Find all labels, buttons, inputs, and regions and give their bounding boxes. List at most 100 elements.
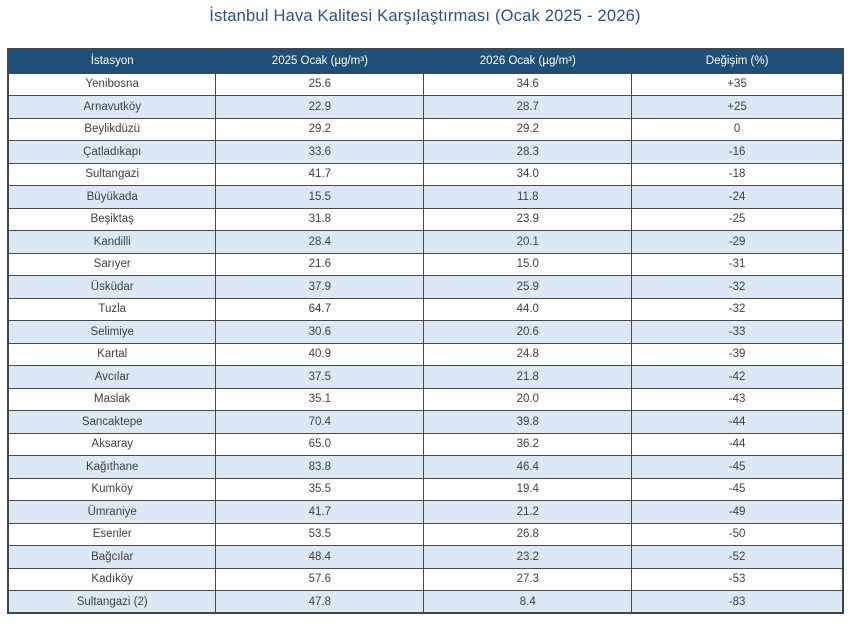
value-2026-cell: 20.1 (423, 230, 633, 254)
value-2025-cell: 57.6 (215, 567, 425, 591)
value-2026-cell: 20.0 (423, 387, 633, 411)
value-2026-cell: 15.0 (423, 252, 633, 276)
value-2026-cell: 44.0 (423, 297, 633, 321)
value-2026-cell: 23.2 (423, 545, 633, 569)
change-percent-cell: -50 (631, 522, 844, 546)
change-percent-cell: -39 (631, 342, 844, 366)
table-row: Kartal 40.9 24.8 -39 (7, 342, 844, 366)
value-2025-cell: 41.7 (215, 162, 425, 186)
value-2026-cell: 11.8 (423, 185, 633, 209)
value-2025-cell: 30.6 (215, 320, 425, 344)
station-name-cell: Maslak (7, 387, 217, 411)
table-row: Beşiktaş 31.8 23.9 -25 (7, 207, 844, 231)
table-row: Maslak 35.1 20.0 -43 (7, 387, 844, 411)
table-row: Sultangazi 41.7 34.0 -18 (7, 162, 844, 186)
change-percent-cell: -32 (631, 275, 844, 299)
station-name-cell: Selimiye (7, 320, 217, 344)
value-2025-cell: 33.6 (215, 140, 425, 164)
table-row: Arnavutköy 22.9 28.7 +25 (7, 95, 844, 119)
station-name-cell: Sultangazi (7, 162, 217, 186)
table-row: Büyükada 15.5 11.8 -24 (7, 185, 844, 209)
value-2025-cell: 41.7 (215, 500, 425, 524)
change-percent-cell: -16 (631, 140, 844, 164)
station-name-cell: Beşiktaş (7, 207, 217, 231)
value-2026-cell: 25.9 (423, 275, 633, 299)
value-2025-cell: 29.2 (215, 117, 425, 141)
table-row: Sarıyer 21.6 15.0 -31 (7, 252, 844, 276)
table-row: Kadıköy 57.6 27.3 -53 (7, 567, 844, 591)
table-row: Kağıthane 83.8 46.4 -45 (7, 455, 844, 479)
station-name-cell: Kağıthane (7, 455, 217, 479)
change-percent-cell: -32 (631, 297, 844, 321)
value-2025-cell: 31.8 (215, 207, 425, 231)
value-2025-cell: 65.0 (215, 432, 425, 456)
change-percent-cell: -83 (631, 590, 844, 614)
value-2026-cell: 39.8 (423, 410, 633, 434)
station-name-cell: Bağcılar (7, 545, 217, 569)
change-percent-cell: -45 (631, 477, 844, 501)
change-percent-cell: -53 (631, 567, 844, 591)
table-row: Tuzla 64.7 44.0 -32 (7, 297, 844, 321)
column-header: Değişim (%) (631, 48, 844, 74)
page-title: İstanbul Hava Kalitesi Karşılaştırması (… (209, 7, 641, 25)
station-name-cell: Çatladıkapı (7, 140, 217, 164)
station-name-cell: Üsküdar (7, 275, 217, 299)
value-2026-cell: 36.2 (423, 432, 633, 456)
value-2025-cell: 83.8 (215, 455, 425, 479)
station-name-cell: Beylikdüzü (7, 117, 217, 141)
change-percent-cell: +25 (631, 95, 844, 119)
change-percent-cell: -25 (631, 207, 844, 231)
value-2025-cell: 22.9 (215, 95, 425, 119)
value-2025-cell: 21.6 (215, 252, 425, 276)
value-2025-cell: 37.5 (215, 365, 425, 389)
table-row: Selimiye 30.6 20.6 -33 (7, 320, 844, 344)
value-2025-cell: 47.8 (215, 590, 425, 614)
change-percent-cell: -44 (631, 410, 844, 434)
table-row: Kumköy 35.5 19.4 -45 (7, 477, 844, 501)
station-name-cell: Kandilli (7, 230, 217, 254)
change-percent-cell: -49 (631, 500, 844, 524)
table-row: Aksaray 65.0 36.2 -44 (7, 432, 844, 456)
change-percent-cell: +35 (631, 72, 844, 96)
column-header: 2025 Ocak (µg/m³) (215, 48, 425, 74)
value-2026-cell: 34.0 (423, 162, 633, 186)
change-percent-cell: -33 (631, 320, 844, 344)
station-name-cell: Ümraniye (7, 500, 217, 524)
value-2025-cell: 40.9 (215, 342, 425, 366)
change-percent-cell: -31 (631, 252, 844, 276)
station-name-cell: Sarıyer (7, 252, 217, 276)
value-2025-cell: 25.6 (215, 72, 425, 96)
table-row: Avcılar 37.5 21.8 -42 (7, 365, 844, 389)
table-row: Kandilli 28.4 20.1 -29 (7, 230, 844, 254)
value-2026-cell: 46.4 (423, 455, 633, 479)
station-name-cell: Esenler (7, 522, 217, 546)
station-name-cell: Arnavutköy (7, 95, 217, 119)
change-percent-cell: -24 (631, 185, 844, 209)
table-row: Esenler 53.5 26.8 -50 (7, 522, 844, 546)
station-name-cell: Yenibosna (7, 72, 217, 96)
table-row: Bağcılar 48.4 23.2 -52 (7, 545, 844, 569)
station-name-cell: Sancaktepe (7, 410, 217, 434)
table-row: Yenibosna 25.6 34.6 +35 (7, 72, 844, 96)
change-percent-cell: -44 (631, 432, 844, 456)
column-header: 2026 Ocak (µg/m³) (423, 48, 633, 74)
air-quality-table: İstasyon 2025 Ocak (µg/m³) 2026 Ocak (µg/m… (7, 48, 844, 614)
value-2025-cell: 64.7 (215, 297, 425, 321)
change-percent-cell: -43 (631, 387, 844, 411)
value-2025-cell: 53.5 (215, 522, 425, 546)
value-2026-cell: 26.8 (423, 522, 633, 546)
value-2025-cell: 70.4 (215, 410, 425, 434)
value-2026-cell: 29.2 (423, 117, 633, 141)
value-2026-cell: 23.9 (423, 207, 633, 231)
change-percent-cell: -29 (631, 230, 844, 254)
table-row: Üsküdar 37.9 25.9 -32 (7, 275, 844, 299)
station-name-cell: Avcılar (7, 365, 217, 389)
station-name-cell: Kadıköy (7, 567, 217, 591)
value-2026-cell: 8.4 (423, 590, 633, 614)
change-percent-cell: -42 (631, 365, 844, 389)
table-row: Sultangazi (2) 47.8 8.4 -83 (7, 590, 844, 614)
value-2026-cell: 20.6 (423, 320, 633, 344)
station-name-cell: Aksaray (7, 432, 217, 456)
value-2026-cell: 28.3 (423, 140, 633, 164)
